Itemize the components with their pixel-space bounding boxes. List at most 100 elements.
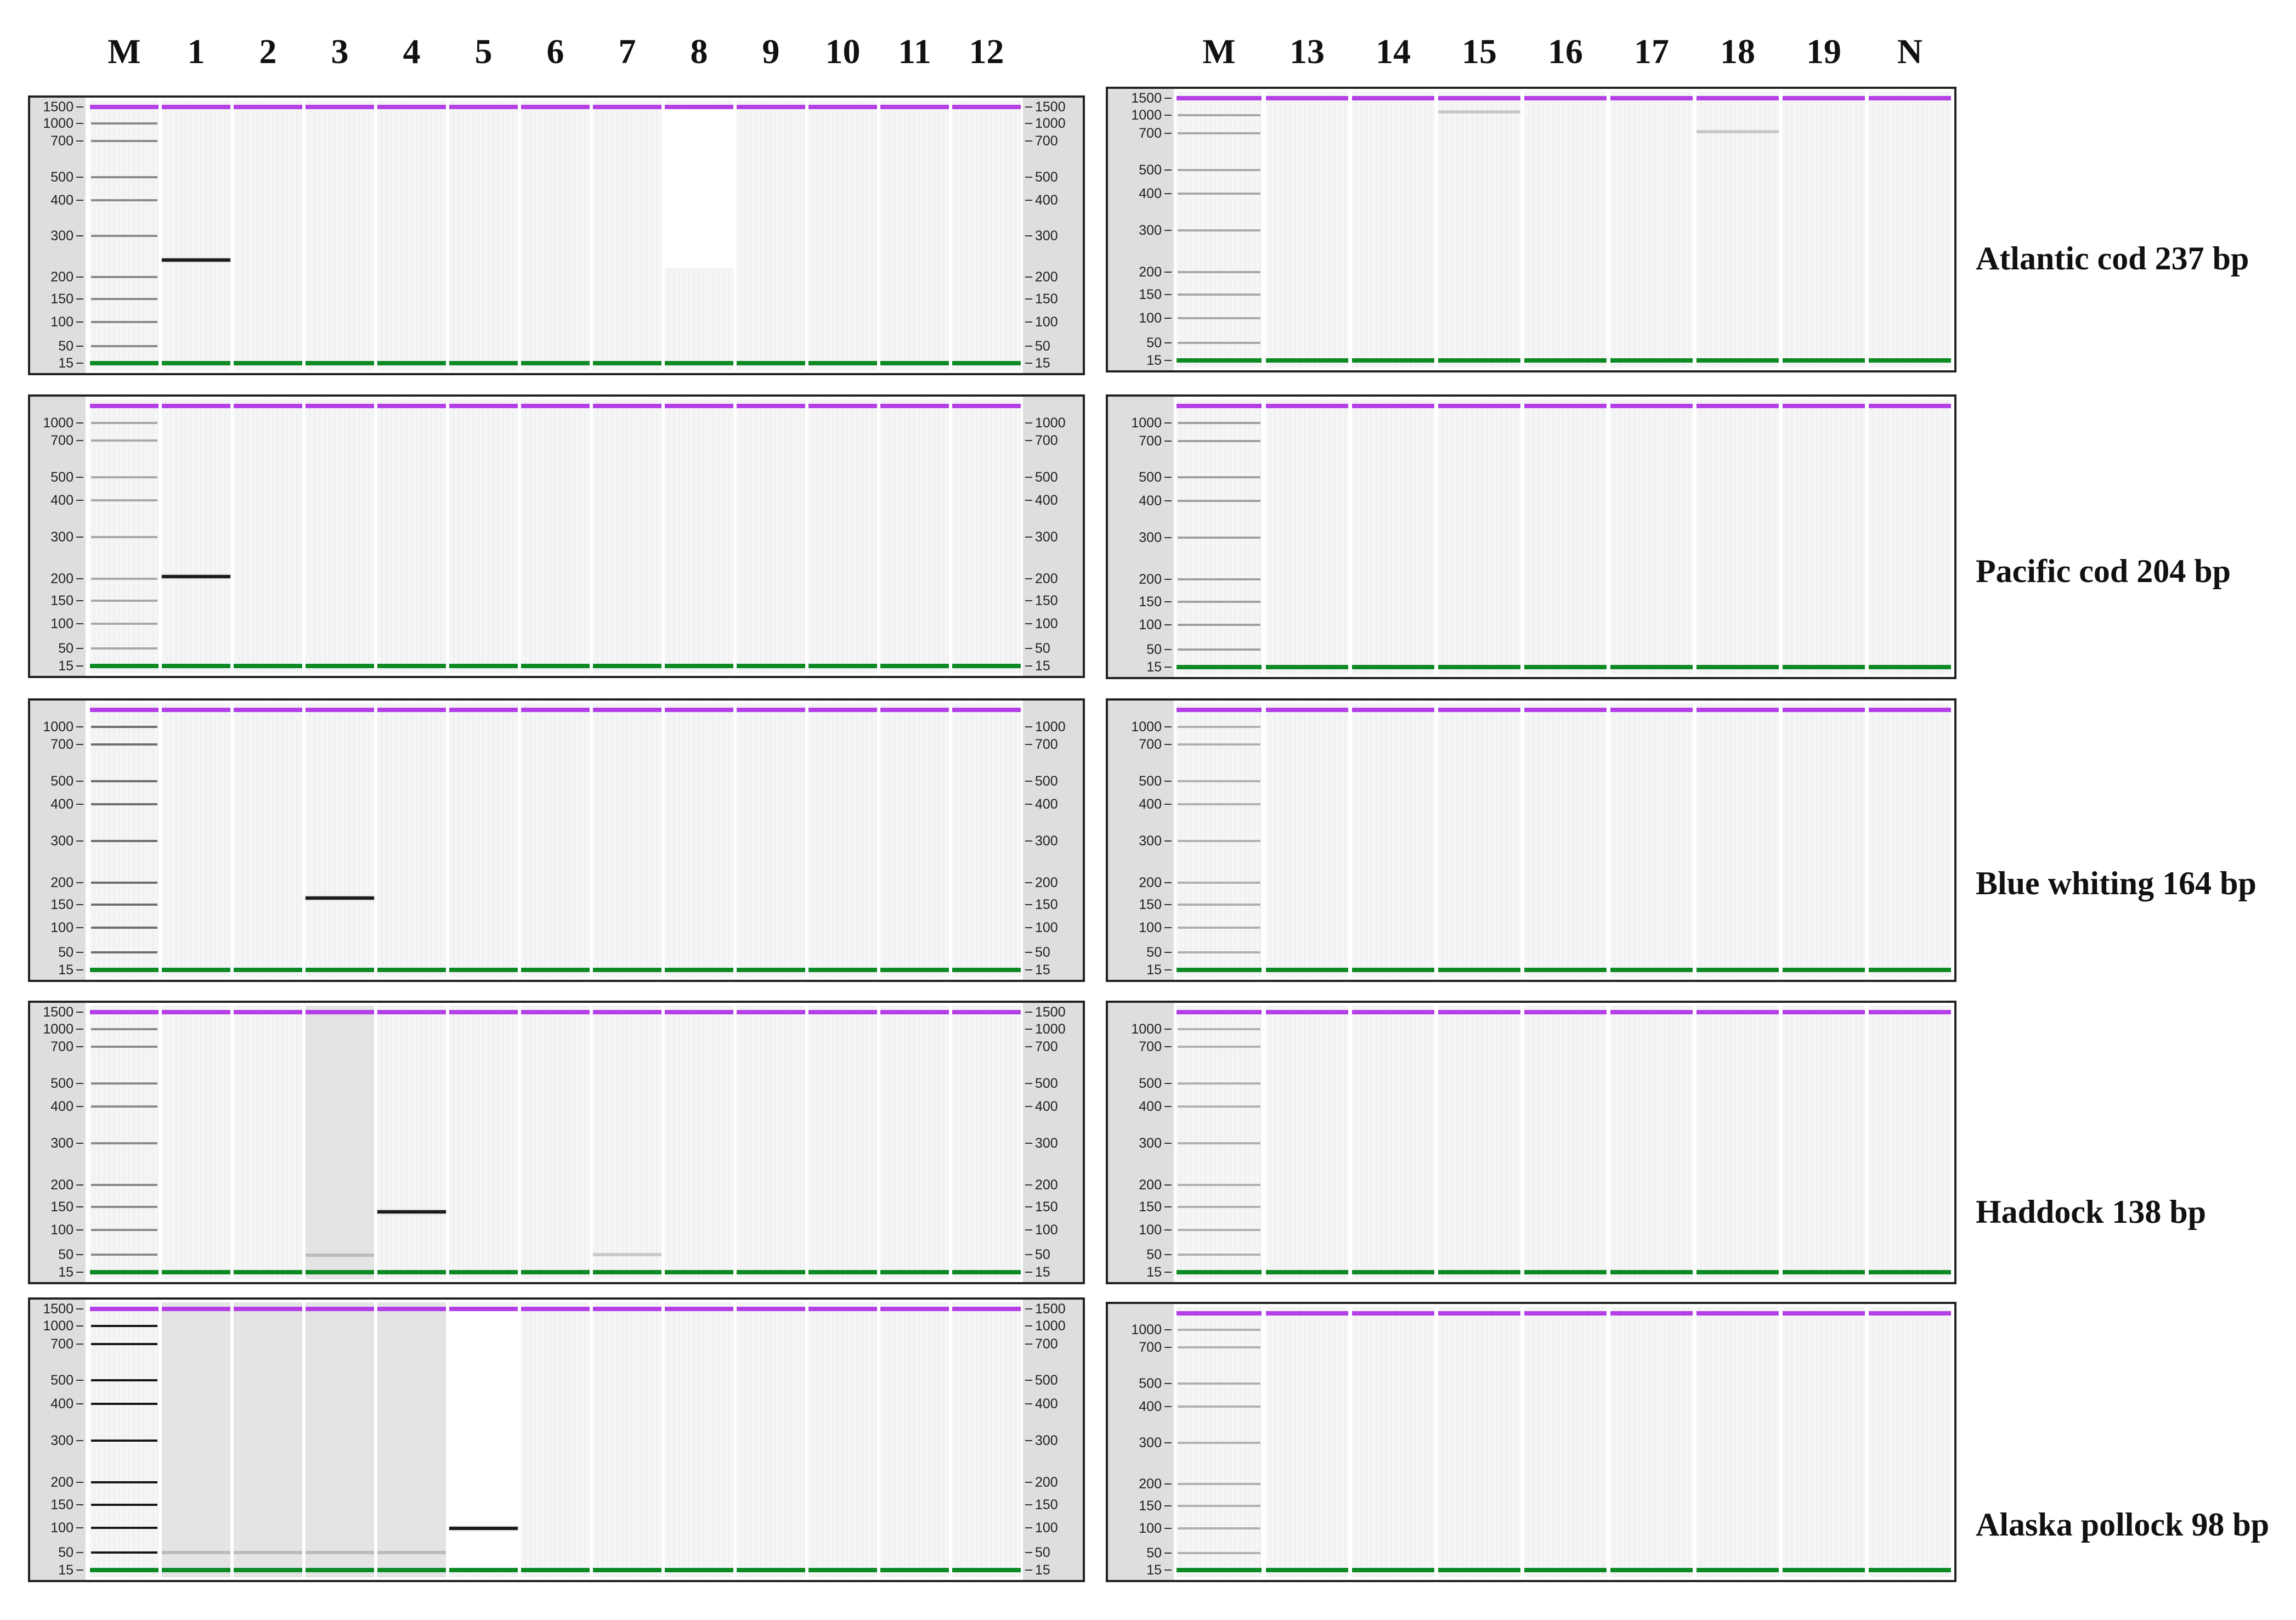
axis-size-label: 15 bbox=[1035, 1264, 1050, 1280]
ladder-band bbox=[1178, 578, 1260, 581]
axis-tick bbox=[1164, 422, 1172, 424]
axis-tick bbox=[1025, 1325, 1032, 1327]
axis-tick bbox=[1025, 1229, 1032, 1231]
upper-marker bbox=[1266, 1010, 1348, 1015]
axis-tick bbox=[76, 1380, 83, 1381]
lane-4 bbox=[377, 100, 446, 370]
axis-size-label: 700 bbox=[1139, 1039, 1162, 1055]
ladder-band bbox=[1178, 229, 1260, 232]
axis-tick bbox=[1164, 342, 1172, 343]
ladder-band bbox=[1178, 1527, 1260, 1530]
size-axis-left: 1000 700 500 400 300 200 150 100 50 15 bbox=[1108, 1304, 1174, 1580]
upper-marker bbox=[521, 708, 590, 713]
lower-marker bbox=[1696, 358, 1779, 363]
lane-16 bbox=[1524, 399, 1607, 674]
axis-size-label: 700 bbox=[1035, 433, 1058, 449]
lane-19 bbox=[1783, 1307, 1865, 1577]
axis-tick bbox=[1025, 1106, 1032, 1108]
ladder-band bbox=[1178, 725, 1260, 728]
lane-14 bbox=[1352, 1006, 1434, 1279]
target-label-pacific-cod: Pacific cod 204 bp bbox=[1976, 553, 2231, 589]
ladder-band bbox=[91, 904, 157, 906]
upper-marker bbox=[1524, 1010, 1607, 1015]
axis-tick bbox=[76, 882, 83, 883]
lane-label-16: 16 bbox=[1548, 32, 1583, 71]
axis-size-label: 300 bbox=[50, 228, 73, 244]
upper-marker bbox=[737, 105, 805, 110]
lane-label-5: 5 bbox=[474, 32, 493, 71]
axis-size-label: 200 bbox=[50, 571, 73, 586]
upper-marker bbox=[1783, 1311, 1865, 1316]
axis-tick bbox=[76, 1308, 83, 1310]
ladder-band bbox=[1178, 1142, 1260, 1144]
axis-size-label: 400 bbox=[50, 192, 73, 208]
axis-size-label: 15 bbox=[1146, 962, 1162, 978]
lower-marker bbox=[306, 360, 374, 365]
axis-tick bbox=[1164, 272, 1172, 273]
axis-tick bbox=[1025, 904, 1032, 906]
ladder-band bbox=[1178, 1405, 1260, 1408]
lower-marker bbox=[1783, 1269, 1865, 1274]
axis-tick bbox=[76, 1325, 83, 1327]
axis-size-label: 500 bbox=[1139, 470, 1162, 486]
axis-tick bbox=[1164, 1206, 1172, 1208]
lane-19 bbox=[1783, 703, 1865, 977]
upper-marker bbox=[90, 1307, 159, 1312]
upper-marker bbox=[521, 404, 590, 409]
axis-tick bbox=[76, 1012, 83, 1013]
lane-3 bbox=[306, 399, 374, 673]
ladder-band bbox=[91, 276, 157, 279]
upper-marker bbox=[808, 404, 877, 409]
axis-size-label: 100 bbox=[50, 314, 73, 330]
ladder-band bbox=[91, 743, 157, 746]
ladder-band bbox=[1178, 293, 1260, 296]
lower-marker bbox=[1783, 967, 1865, 972]
axis-size-label: 200 bbox=[1139, 874, 1162, 890]
ladder-band bbox=[1178, 623, 1260, 626]
lower-marker bbox=[952, 967, 1021, 972]
upper-marker bbox=[952, 1010, 1021, 1015]
axis-tick bbox=[76, 1551, 83, 1553]
axis-size-label: 500 bbox=[1035, 1373, 1058, 1388]
lower-marker bbox=[162, 360, 230, 365]
lower-marker bbox=[1524, 967, 1607, 972]
lower-marker bbox=[234, 1567, 302, 1572]
axis-tick bbox=[1025, 726, 1032, 727]
lane-3 bbox=[306, 703, 374, 977]
ladder-band bbox=[1178, 1028, 1260, 1030]
ladder-band bbox=[91, 1526, 157, 1529]
lower-marker bbox=[1610, 664, 1693, 669]
upper-marker bbox=[665, 1010, 733, 1015]
ladder-band bbox=[1178, 648, 1260, 651]
axis-tick bbox=[1025, 882, 1032, 883]
axis-tick bbox=[76, 1271, 83, 1273]
axis-tick bbox=[76, 904, 83, 906]
upper-marker bbox=[449, 105, 518, 110]
ladder-band bbox=[91, 951, 157, 954]
axis-size-label: 150 bbox=[1139, 287, 1162, 302]
axis-tick bbox=[1164, 780, 1172, 782]
lower-marker bbox=[521, 663, 590, 668]
lower-marker bbox=[880, 663, 949, 668]
upper-marker bbox=[1610, 708, 1693, 713]
lower-marker bbox=[377, 1567, 446, 1572]
lane-label-9: 9 bbox=[762, 32, 780, 71]
axis-tick bbox=[1164, 1505, 1172, 1506]
lower-marker bbox=[162, 967, 230, 972]
axis-size-label: 400 bbox=[1139, 1399, 1162, 1415]
axis-size-label: 500 bbox=[50, 1075, 73, 1091]
lane-8 bbox=[665, 703, 733, 977]
axis-size-label: 500 bbox=[1035, 1075, 1058, 1091]
ladder-band bbox=[91, 600, 157, 602]
lane-15 bbox=[1438, 703, 1520, 977]
lower-marker bbox=[449, 663, 518, 668]
lane-19 bbox=[1783, 92, 1865, 368]
upper-marker bbox=[377, 404, 446, 409]
axis-tick bbox=[1164, 726, 1172, 727]
axis-tick bbox=[1025, 1206, 1032, 1208]
axis-size-label: 200 bbox=[50, 1475, 73, 1491]
ladder-band bbox=[91, 1183, 157, 1186]
axis-tick bbox=[1025, 362, 1032, 364]
axis-tick bbox=[1164, 1329, 1172, 1331]
lower-marker bbox=[1352, 1567, 1434, 1572]
